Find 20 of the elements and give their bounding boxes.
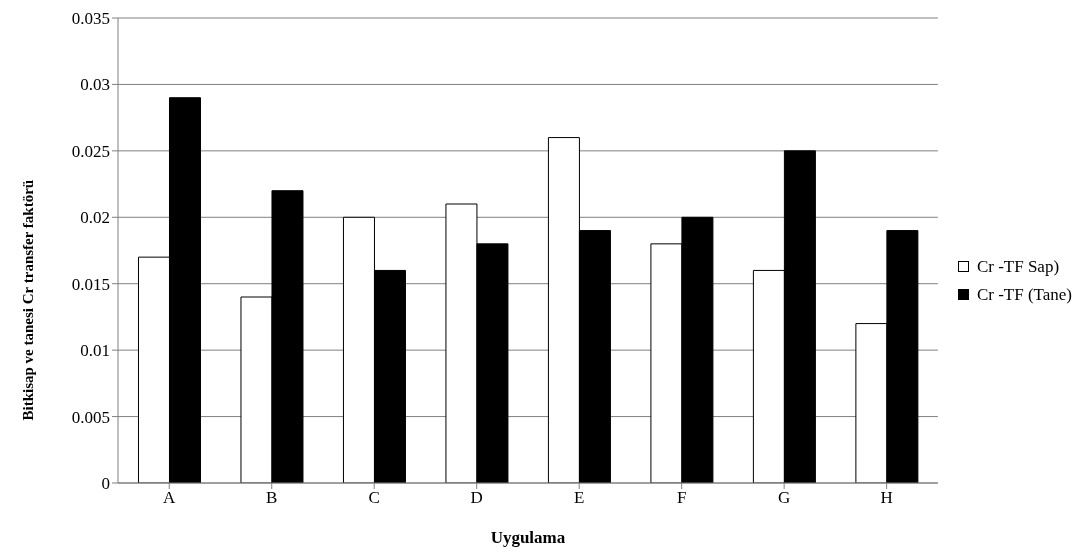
y-tick-label: 0.02 bbox=[80, 208, 110, 228]
x-tick-label: G bbox=[778, 488, 791, 508]
x-tick-label: H bbox=[880, 488, 893, 508]
y-tick-label: 0 bbox=[101, 474, 110, 494]
x-axis-title: Uygulama bbox=[490, 528, 566, 547]
x-tick-label: D bbox=[470, 488, 483, 508]
y-tick-label: 0.01 bbox=[80, 341, 110, 361]
y-tick-label: 0.015 bbox=[71, 274, 110, 294]
x-tick-label: F bbox=[676, 488, 687, 508]
x-tick-label: B bbox=[266, 488, 278, 508]
legend-label: Cr -TF Sap) bbox=[976, 256, 1060, 277]
x-tick-label: E bbox=[573, 488, 585, 508]
y-tick-label: 0.03 bbox=[80, 75, 110, 95]
y-tick-label: 0.005 bbox=[71, 407, 110, 427]
x-tick-label: A bbox=[163, 488, 177, 508]
legend-label: Cr -TF (Tane) bbox=[976, 284, 1072, 305]
y-tick-label: 0.035 bbox=[71, 9, 110, 29]
y-tick-label: 0.025 bbox=[71, 141, 110, 161]
x-tick-label: C bbox=[368, 488, 380, 508]
y-axis-title: Bitkisap ve tanesi Cr transfer faktörü bbox=[20, 179, 37, 421]
